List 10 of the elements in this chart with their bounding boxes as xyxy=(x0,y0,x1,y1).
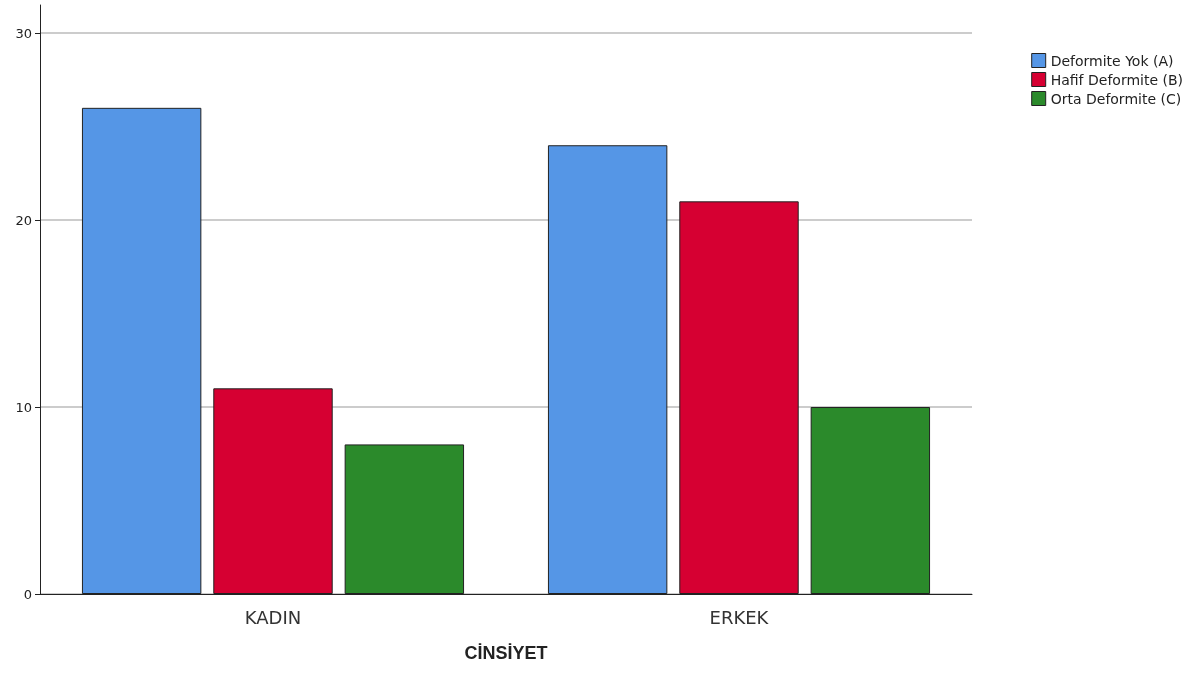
legend-label: Orta Deformite (C) xyxy=(1050,90,1182,107)
x-tick-label: ERKEK xyxy=(709,606,770,628)
y-tick-label: 30 xyxy=(15,25,32,41)
y-tick-label: 0 xyxy=(23,586,32,602)
y-tick-label: 20 xyxy=(15,212,32,228)
legend-label: Deformite Yok (A) xyxy=(1050,52,1174,69)
legend-label: Hafif Deformite (B) xyxy=(1050,71,1183,88)
x-tick-label: KADIN xyxy=(244,606,302,628)
y-tick-label: 10 xyxy=(15,399,32,415)
x-axis-title: CİNSİYET xyxy=(464,643,548,663)
